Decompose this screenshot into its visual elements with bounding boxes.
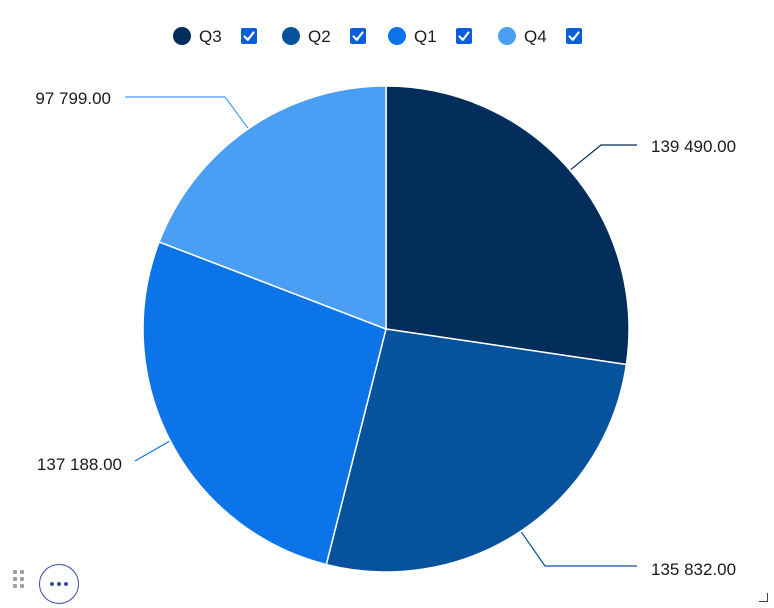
- check-icon: [458, 31, 470, 41]
- legend-label: Q1: [414, 27, 437, 46]
- legend-item-q3[interactable]: Q3: [173, 27, 257, 46]
- legend-checkbox[interactable]: [456, 28, 472, 44]
- data-label-q4: 97 799.00: [35, 89, 111, 108]
- data-label-q3: 139 490.00: [651, 137, 736, 156]
- drag-handle-icon[interactable]: [13, 570, 25, 590]
- pie-slice-q2[interactable]: [325, 328, 628, 573]
- pie-slice-q3[interactable]: [385, 85, 630, 366]
- legend-item-q1[interactable]: Q1: [388, 27, 472, 46]
- legend: Q3 Q2 Q1 Q4: [173, 27, 582, 46]
- pie-slice-q4[interactable]: [158, 85, 387, 331]
- leader-line-q4: [125, 96, 249, 129]
- check-icon: [352, 31, 364, 41]
- legend-checkbox[interactable]: [350, 28, 366, 44]
- legend-checkbox[interactable]: [241, 28, 257, 44]
- legend-swatch: [498, 27, 516, 45]
- legend-item-q2[interactable]: Q2: [282, 27, 366, 46]
- legend-swatch: [173, 27, 191, 45]
- legend-swatch: [282, 27, 300, 45]
- legend-item-q4[interactable]: Q4: [498, 27, 582, 46]
- legend-swatch: [388, 27, 406, 45]
- legend-label: Q4: [524, 27, 547, 46]
- pie-slice-q1[interactable]: [142, 240, 387, 566]
- data-labels: 139 490.00 135 832.00 137 188.00 97 799.00: [35, 89, 736, 579]
- leader-line-q1: [134, 440, 170, 462]
- leader-line-q2: [520, 531, 637, 567]
- legend-label: Q2: [308, 27, 331, 46]
- resize-corner-icon[interactable]: [759, 593, 768, 602]
- data-label-q1: 137 188.00: [37, 455, 122, 474]
- pie-slices: [142, 85, 630, 573]
- legend-checkbox[interactable]: [566, 28, 582, 44]
- more-options-button[interactable]: [39, 564, 79, 604]
- leader-line-q3: [570, 144, 637, 171]
- data-label-q2: 135 832.00: [651, 560, 736, 579]
- leader-lines: [125, 96, 637, 567]
- check-icon: [243, 31, 255, 41]
- ellipsis-icon: [50, 582, 68, 586]
- legend-label: Q3: [199, 27, 222, 46]
- check-icon: [568, 31, 580, 41]
